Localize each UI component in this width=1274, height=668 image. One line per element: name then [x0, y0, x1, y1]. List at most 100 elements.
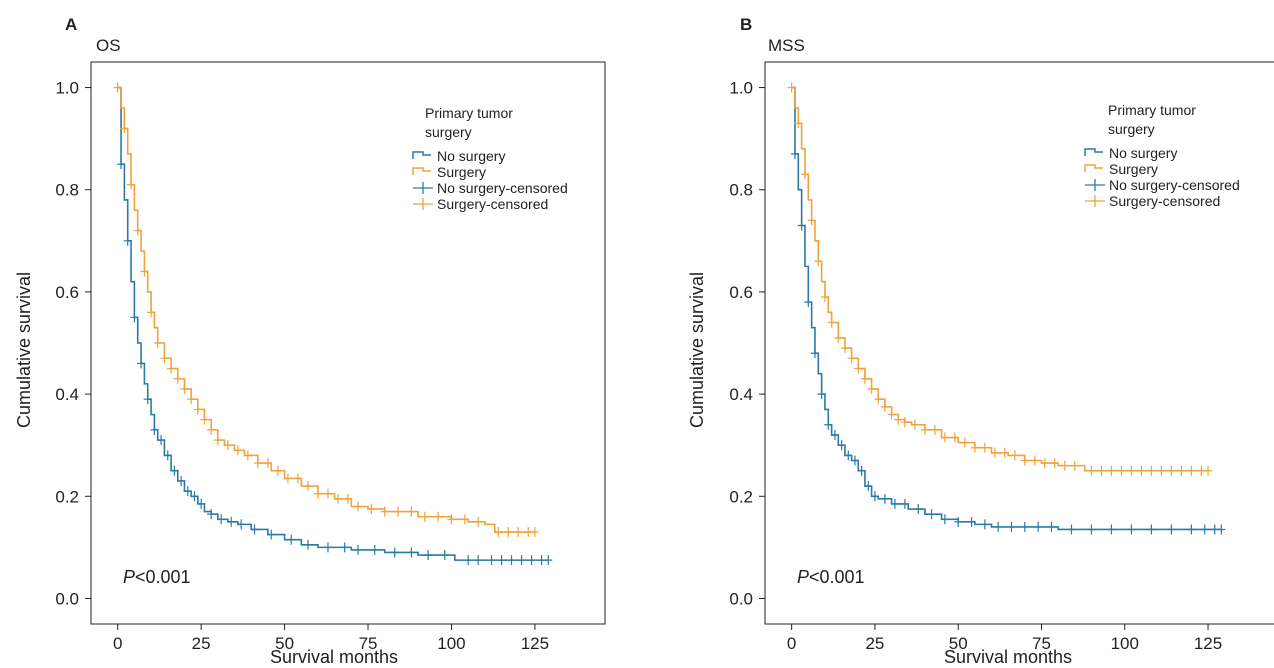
panel-a-no-surgery-censor-mark	[287, 534, 296, 545]
panel-b-letter: B	[740, 15, 752, 34]
panel-b-legend-no-surgery-censored-swatch	[1085, 179, 1105, 191]
panel-b-surgery-censor-mark	[1030, 455, 1039, 466]
panel-a-surgery-censor-mark	[524, 527, 533, 538]
panel-b-no-surgery-censor-mark	[1067, 524, 1076, 535]
panel-a-surgery-censor-mark	[133, 225, 142, 236]
panel-a-y-axis-title: Cumulative survival	[14, 272, 34, 428]
panel-a-surgery-censor-mark	[344, 493, 352, 504]
panel-b-y-tick-label: 0.2	[729, 487, 753, 506]
panel-b-no-surgery-censor-mark	[927, 509, 936, 520]
panel-b-no-surgery-censor-mark	[870, 491, 879, 502]
panel-b-legend-surgery-censored-swatch	[1085, 195, 1105, 207]
panel-b-no-surgery-censor-mark	[1020, 521, 1029, 532]
panel-a: A OS Survival months Cumulative survival…	[14, 15, 513, 667]
panel-a-surgery-censor-mark	[127, 179, 136, 190]
panel-a-legend-no-surgery-swatch	[412, 151, 431, 159]
panel-a-surgery-censor-mark	[167, 363, 176, 374]
panel-b-surgery-censor-mark	[940, 432, 949, 443]
plot-layer: 0 25 50 75 100 125 0.0 0.2 0.4 0.6 0.8 1.0 No surger…	[55, 61, 1274, 653]
panel-b-legend-surgery-label: Surgery	[1109, 161, 1158, 177]
panel-a-plot-frame	[90, 61, 606, 625]
panel-a-no-surgery-censor-mark	[517, 555, 526, 566]
panel-b-surgery-censor-mark	[1097, 465, 1106, 476]
panel-a-surgery-censor-mark	[407, 506, 416, 517]
panel-a-no-surgery-censor-mark	[137, 358, 146, 369]
panel-a-no-surgery-censor-mark	[217, 514, 226, 525]
panel-b-no-surgery-censor-mark	[890, 498, 899, 509]
panel-b-surgery-censor-mark	[980, 442, 989, 453]
panel-b-y-tick-label: 0.6	[729, 283, 753, 302]
panel-b-surgery-censor-mark	[900, 417, 909, 428]
panel-a-surgery-censor-mark	[147, 307, 156, 318]
panel-a-no-surgery-censor-mark	[323, 542, 332, 553]
panel-b-surgery-censor-mark	[1010, 450, 1019, 461]
panel-b-surgery-censor-mark	[807, 215, 816, 226]
panel-a-no-surgery-censor-mark	[544, 555, 553, 566]
panel-a-surgery-censor-mark	[113, 82, 122, 93]
panel-b-surgery-censor-mark	[1117, 465, 1126, 476]
panel-a-no-surgery-censor-mark	[464, 555, 473, 566]
panel-b-surgery-censor-mark	[990, 447, 999, 458]
panel-b-surgery-censor-mark	[1060, 460, 1069, 471]
panel-b-surgery-censor-mark	[894, 414, 903, 425]
panel-b-no-surgery-censor-mark	[1087, 524, 1096, 535]
panel-b-y-axis-title: Cumulative survival	[687, 272, 707, 428]
panel-a-y-tick-label: 0.4	[55, 385, 79, 404]
panel-b-surgery-censor-mark	[1000, 447, 1009, 458]
panel-b-surgery-censor-mark	[834, 332, 843, 343]
panel-b-title: MSS	[768, 36, 805, 55]
panel-a-surgery-censor-mark	[120, 123, 129, 134]
panel-b-no-surgery-censor-mark	[1107, 524, 1116, 535]
panel-a-no-surgery-censor-mark	[117, 159, 126, 170]
panel-b-surgery-censor-mark	[1147, 465, 1156, 476]
panel-a-no-surgery-censor-mark	[157, 435, 166, 446]
panel-a-legend-title-line1: Primary tumor	[425, 105, 513, 121]
panel-b-no-surgery-censor-mark	[790, 148, 799, 159]
panel-b-y-tick-label: 0.0	[729, 589, 753, 608]
panel-a-x-axis-title: Survival months	[270, 647, 398, 667]
panel-a-surgery-censor-mark	[474, 516, 483, 527]
panel-b-surgery-censor-mark	[820, 292, 829, 303]
panel-b-x-tick-label: 0	[787, 634, 796, 653]
panel-b-legend-title-line1: Primary tumor	[1108, 102, 1196, 118]
panel-b-no-surgery-censor-mark	[830, 429, 839, 440]
panel-b-surgery-censor-mark	[1127, 465, 1136, 476]
panel-b-p-value: P<0.001	[797, 567, 865, 587]
panel-a-no-surgery-censor-mark	[527, 555, 536, 566]
panel-b-surgery-censor-mark	[847, 353, 856, 364]
panel-a-no-surgery-censor-mark	[440, 550, 449, 561]
panel-b-y-tick-label: 0.4	[729, 385, 753, 404]
panel-b-surgery-censor-mark	[840, 343, 849, 354]
panel-b-surgery-censor-mark	[1167, 465, 1176, 476]
panel-a-p-italic: P	[123, 567, 135, 587]
panel-a-surgery-censor-mark	[200, 414, 209, 425]
panel-a-surgery-censor-mark	[263, 458, 272, 469]
panel-a-surgery-censor-mark	[514, 527, 523, 538]
panel-a-no-surgery-censor-mark	[250, 524, 259, 535]
panel-a-surgery-censor-mark	[460, 514, 469, 525]
panel-a-no-surgery-censor-mark	[340, 542, 349, 553]
panel-b-legend-no-surgery-swatch	[1084, 148, 1103, 156]
panel-a-surgery-censor-mark	[140, 266, 149, 277]
panel-b-no-surgery-censor-mark	[1034, 521, 1043, 532]
panel-a-legend-no-surgery-label: No surgery	[437, 148, 505, 164]
panel-a-y-tick-label: 0.8	[55, 181, 79, 200]
panel-b-surgery-censor-mark	[1107, 465, 1116, 476]
panel-b-surgery-censor-mark	[880, 401, 889, 412]
panel-b-legend-surgery-censored-label: Surgery-censored	[1109, 193, 1220, 209]
panel-b-surgery-censor-mark	[1087, 465, 1096, 476]
panel-a-no-surgery-censor-mark	[123, 235, 132, 246]
panel-b-surgery-censor-mark	[960, 437, 969, 448]
panel-a-surgery-censor-mark	[354, 501, 363, 512]
panel-a-no-surgery-censor-mark	[150, 424, 159, 435]
panel-b-surgery-censor-mark	[1070, 460, 1079, 471]
panel-a-surgery-censor-mark	[233, 445, 242, 456]
panel-a-legend-no-surgery-censored-label: No surgery-censored	[437, 180, 568, 196]
panel-b-surgery-censor-mark	[930, 424, 939, 435]
panel-a-surgery-censor-mark	[504, 527, 513, 538]
panel-a-no-surgery-censor-mark	[227, 516, 236, 527]
panel-b-surgery-censor-mark	[787, 82, 796, 93]
